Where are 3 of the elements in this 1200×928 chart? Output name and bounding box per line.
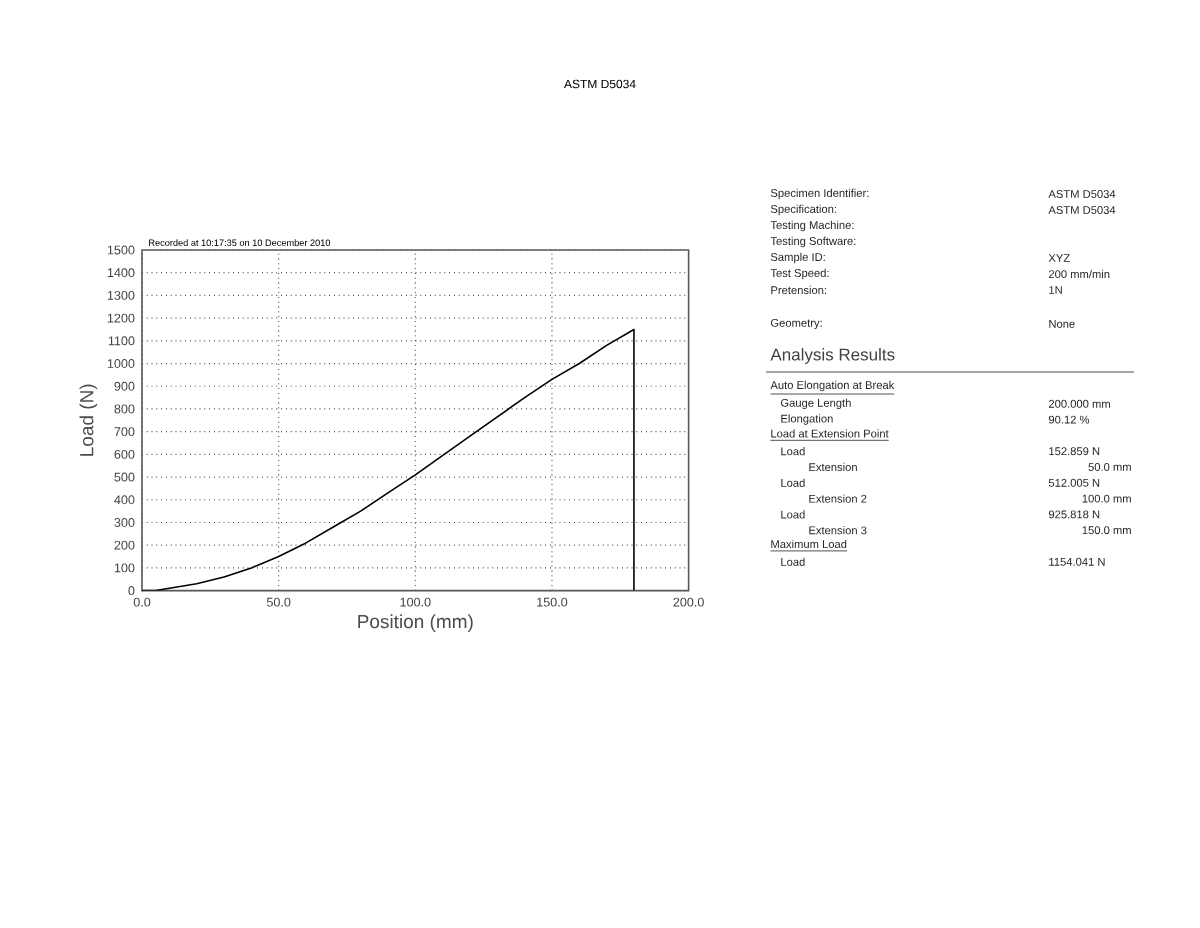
text: Analysis Results [770,348,895,364]
y-axis-title: Load (N) [79,384,98,456]
x-axis-title: Position (mm) [358,614,473,632]
